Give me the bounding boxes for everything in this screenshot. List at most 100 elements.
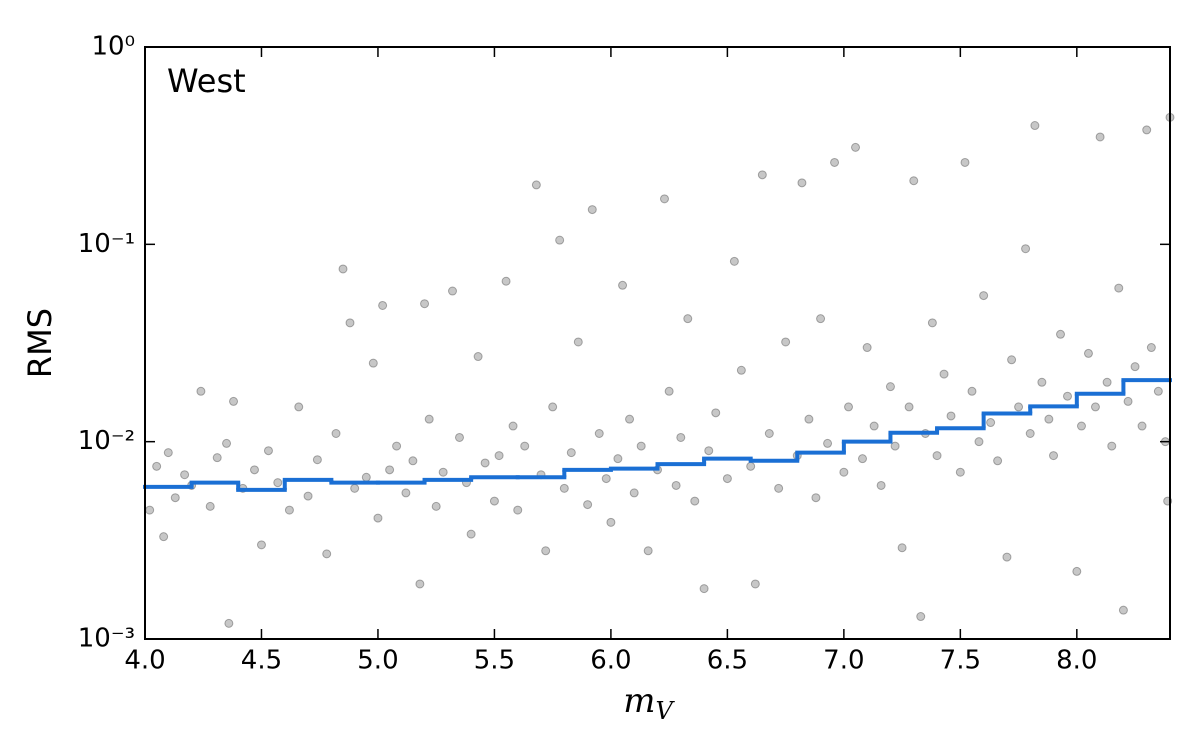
point (750, 579, 760, 589)
point (229, 396, 239, 406)
point (145, 505, 155, 515)
point (1102, 377, 1112, 387)
point (659, 194, 669, 204)
point (643, 546, 653, 556)
point (294, 402, 304, 412)
x-axis-label-main: m (623, 681, 655, 721)
point (690, 496, 700, 506)
point (927, 318, 937, 328)
point (273, 478, 283, 488)
point (629, 488, 639, 498)
point (830, 157, 840, 167)
point (373, 513, 383, 523)
point (541, 546, 551, 556)
point (1014, 402, 1024, 412)
point (764, 428, 774, 438)
point (520, 441, 530, 451)
y-axis-label: RMS (21, 308, 59, 378)
point (345, 318, 355, 328)
point (222, 438, 232, 448)
point (489, 496, 499, 506)
point (180, 470, 190, 480)
point (583, 500, 593, 510)
point (159, 532, 169, 542)
annotation: West (167, 62, 246, 100)
point (263, 446, 273, 456)
point (897, 543, 907, 553)
point (473, 352, 483, 362)
point (699, 584, 709, 594)
point (851, 142, 861, 152)
point (736, 365, 746, 375)
point (1142, 125, 1152, 135)
point (1002, 552, 1012, 562)
point (625, 414, 635, 424)
point (1076, 421, 1086, 431)
point (1021, 244, 1031, 254)
point (804, 414, 814, 424)
point (385, 465, 395, 475)
point (152, 461, 162, 471)
point (909, 176, 919, 186)
point (448, 286, 457, 296)
point (862, 343, 872, 353)
point (955, 467, 965, 477)
point (618, 280, 628, 290)
point (932, 451, 942, 461)
point (1123, 396, 1133, 406)
point (967, 386, 977, 396)
point (986, 418, 996, 428)
point (163, 448, 173, 458)
point (946, 411, 956, 421)
point (508, 421, 518, 431)
x-tick-label: 5.0 (357, 646, 398, 676)
x-tick-label: 7.5 (940, 646, 981, 676)
point (322, 549, 332, 559)
point (1037, 377, 1047, 387)
point (454, 432, 464, 442)
y-tick-label: 10⁻³ (78, 624, 135, 654)
x-tick-label: 6.5 (707, 646, 748, 676)
point (601, 474, 611, 484)
point (303, 491, 313, 501)
point (501, 276, 511, 286)
point (196, 386, 206, 396)
point (401, 488, 411, 498)
point (312, 455, 322, 465)
point (256, 540, 266, 550)
point (1044, 414, 1054, 424)
point (885, 382, 895, 392)
point (1083, 348, 1093, 358)
point (548, 402, 558, 412)
point (555, 235, 565, 245)
point (1025, 428, 1035, 438)
y-tick-label: 10⁻¹ (78, 229, 135, 259)
point (566, 448, 576, 458)
point (939, 369, 949, 379)
point (249, 465, 259, 475)
point (876, 480, 886, 490)
point (170, 493, 180, 503)
point (869, 421, 879, 431)
point (1090, 402, 1100, 412)
point (606, 517, 616, 527)
point (774, 483, 784, 493)
point (676, 432, 686, 442)
point (1114, 283, 1124, 293)
point (781, 337, 791, 347)
point (573, 337, 583, 347)
point (331, 428, 341, 438)
x-tick-label: 6.0 (590, 646, 631, 676)
point (844, 402, 854, 412)
point (392, 441, 402, 451)
point (671, 480, 681, 490)
point (839, 467, 849, 477)
point (466, 529, 476, 539)
point (613, 454, 623, 464)
point (1118, 605, 1128, 615)
point (816, 314, 826, 324)
point (858, 454, 867, 464)
x-tick-label: 7.0 (823, 646, 864, 676)
